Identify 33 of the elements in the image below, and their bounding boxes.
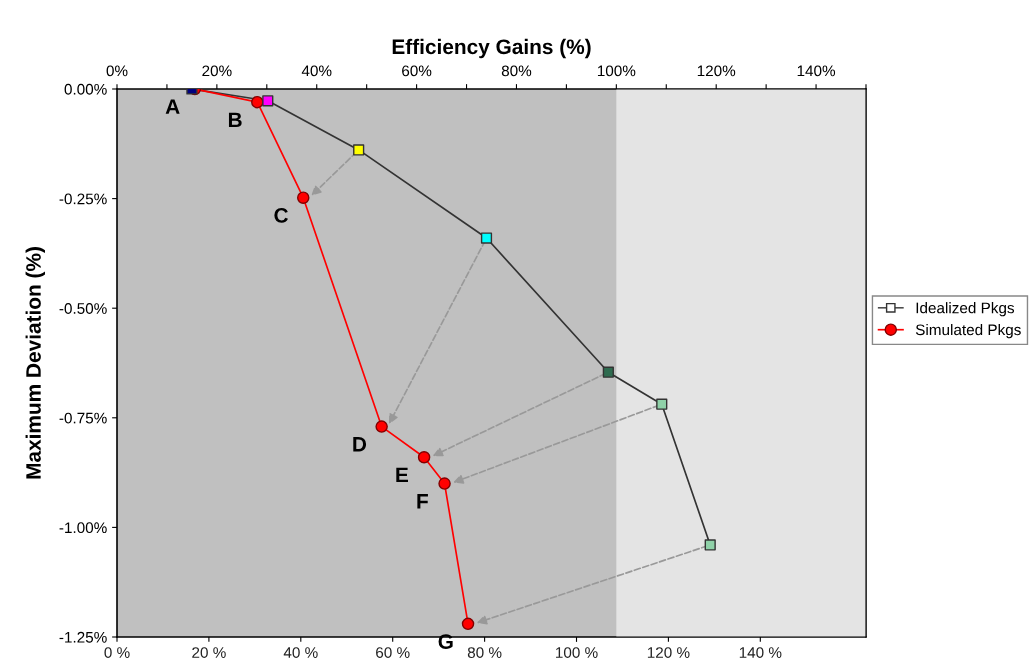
annotation: A [165,99,180,114]
x2-tick-label: 20% [202,65,232,77]
x2-tick-label: 40% [301,65,332,77]
x-tick-label: 0 % [104,647,130,658]
x2-tick-label: 140% [797,65,836,77]
x2-tick-label: 120% [697,65,736,77]
legend-label: Simulated Pkgs [915,323,1021,339]
y-tick-label: -0.25% [59,193,107,205]
x2-tick-label: 100% [597,65,636,77]
y-tick-label: -1.00% [59,522,107,534]
legend-label: Idealized Pkgs [916,302,1015,317]
y-tick-label: -0.50% [59,303,107,314]
annotation: D [353,437,367,452]
x-tick-label: 140 % [739,647,782,658]
x-tick-label: 60 % [376,647,410,658]
x-tick-label: 20 % [192,647,226,658]
x2-tick-label: 60% [402,65,432,77]
y-axis-title: Maximum Deviation (%) [25,247,45,479]
y-tick-label: -0.75% [59,412,107,424]
x-tick-label: 100 % [556,647,598,658]
x-tick-label: 40 % [283,647,318,658]
annotation: G [438,634,453,649]
x2-tick-label: 0% [106,65,128,77]
y-tick-label: 0.00% [64,83,107,95]
y-tick-label: -1.25% [59,631,107,643]
annotation: E [396,467,408,483]
x2-axis-title: Efficiency Gains (%) [392,38,591,59]
x2-tick-label: 80% [501,65,532,77]
annotation: F [417,494,428,509]
x-tick-label: 80 % [467,647,502,658]
annotation: B [228,112,242,127]
annotation: C [274,208,288,223]
x-tick-label: 120 % [647,647,690,658]
